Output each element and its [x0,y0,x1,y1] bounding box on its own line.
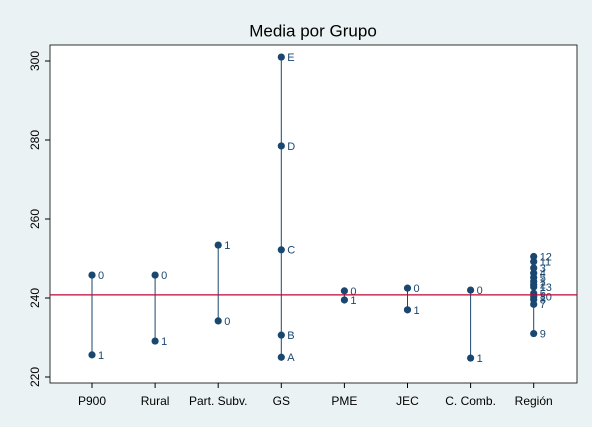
point [277,53,285,61]
point [214,241,222,249]
point-label: 12 [540,251,552,263]
point [530,329,538,338]
point [151,337,159,345]
x-tick-label: P900 [78,394,106,408]
point [151,271,159,279]
point-label: 0 [414,283,420,295]
point-label: B [287,330,294,342]
point [340,287,348,295]
x-tick-label: C. Comb. [445,394,496,408]
y-tick-label: 300 [28,51,42,71]
point-label: E [287,52,294,64]
point-label: 1 [414,305,420,317]
y-tick-label: 240 [28,288,42,308]
point [467,354,475,362]
x-tick-label: JEC [396,394,419,408]
point [277,331,285,339]
x-tick-label: Rural [141,394,170,408]
point-label: 8 [540,294,546,306]
point-label: 4 [540,268,546,280]
point-label: C [287,245,295,257]
point [403,284,412,292]
point [403,306,412,314]
y-tick-label: 220 [28,367,42,387]
point-label: 3 [540,263,546,275]
chart-title: Media por Grupo [249,21,377,40]
point-label: 7 [540,299,546,311]
point-label: 0 [224,316,230,328]
point [340,296,348,304]
point-label: 9 [540,328,546,340]
point-label: 1 [224,240,230,252]
x-tick-label: PME [331,394,357,408]
plot-area [49,44,578,384]
x-tick-label: Región [515,394,553,408]
y-tick-label: 260 [28,209,42,229]
point-label: 11 [540,257,551,269]
point-label: 0 [350,286,356,298]
point-label: 1 [477,353,483,365]
point-label: 1 [350,295,356,307]
point-label: 0 [98,270,104,282]
point [277,353,285,361]
point [530,258,538,266]
point-label: 13 [540,282,552,294]
point [530,264,538,272]
point [530,252,538,261]
point-label: 0 [477,285,483,297]
point-label: 6 [540,288,546,300]
point-label: D [287,141,295,153]
x-tick-label: GS [273,394,290,408]
point-label: 0 [161,270,167,282]
point [88,351,96,359]
point [88,271,96,279]
point-label: 1 [161,336,167,348]
point [530,283,538,291]
point [214,317,222,325]
point [530,300,538,308]
y-tick-label: 280 [28,130,42,150]
point [467,286,475,294]
point [277,142,285,150]
point-label: 2 [540,279,546,291]
point-label: 1 [98,350,104,362]
point-label: 1 [540,276,546,288]
point [277,246,285,254]
point-label: 5 [540,272,546,284]
point-label: A [287,352,295,364]
x-tick-label: Part. Subv. [189,394,247,408]
